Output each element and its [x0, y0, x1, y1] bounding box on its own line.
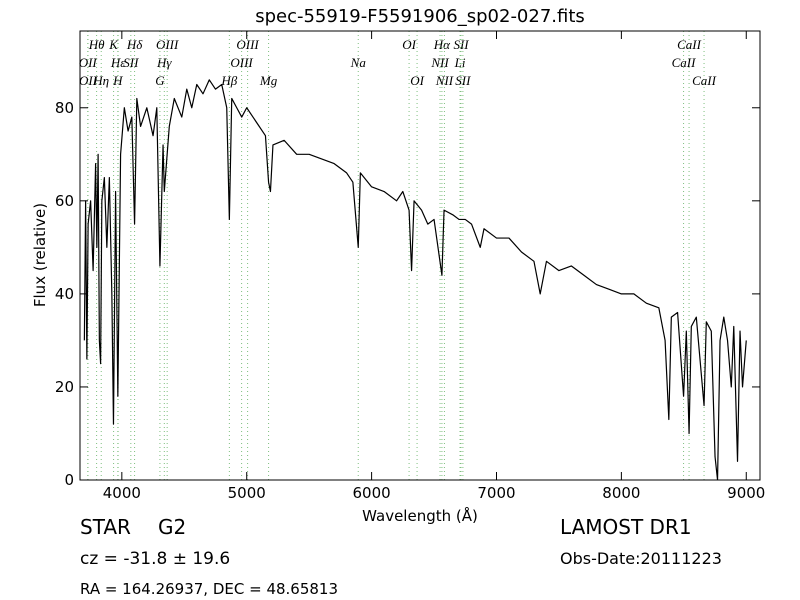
- spectral-line-label: Mg: [259, 73, 278, 88]
- subclass: G2: [158, 515, 186, 539]
- spectral-line-label: NII: [435, 73, 454, 88]
- spectral-line-label: CaII: [692, 73, 717, 88]
- x-tick-label: 4000: [103, 484, 141, 502]
- plot-frame: [79, 30, 761, 481]
- spectral-line-label: NII: [430, 55, 449, 70]
- spectral-line-label: H: [112, 73, 123, 88]
- y-axis-label: Flux (relative): [31, 203, 49, 307]
- x-tick-label: 6000: [353, 484, 391, 502]
- x-tick-label: 9000: [727, 484, 765, 502]
- coordinates: RA = 164.26937, DEC = 48.65813: [80, 580, 338, 598]
- spectral-line-label: CaII: [677, 37, 702, 52]
- spectral-line-label: Hη: [92, 73, 109, 88]
- spectral-line-label: SII: [453, 37, 469, 52]
- spectral-line-label: Hβ: [220, 73, 237, 88]
- y-tick-label: 80: [55, 99, 74, 117]
- spectral-line-label: G: [155, 73, 165, 88]
- spectral-line-label: Hδ: [126, 37, 143, 52]
- spectral-line-label: Na: [350, 55, 367, 70]
- spectral-line-label: OIII: [230, 55, 253, 70]
- x-axis-label: Wavelength (Å): [362, 506, 478, 525]
- y-tick-label: 60: [55, 192, 74, 210]
- y-tick-label: 20: [55, 378, 74, 396]
- object-class: STAR: [80, 515, 131, 539]
- spectral-line-label: OIII: [156, 37, 179, 52]
- spectral-line-label: OI: [410, 73, 424, 88]
- spectral-line-label: OI: [402, 37, 416, 52]
- spectral-line-label: OII: [79, 55, 98, 70]
- spectral-line-label: OIII: [236, 37, 259, 52]
- spectral-line-label: Hε: [110, 55, 126, 70]
- x-tick-label: 7000: [477, 484, 515, 502]
- redshift: cz = -31.8 ± 19.6: [80, 549, 230, 569]
- spectral-line-label: Li: [454, 55, 466, 70]
- spectral-line-label: SII: [123, 55, 139, 70]
- spectral-line-label: OII: [79, 73, 98, 88]
- survey: LAMOST DR1: [560, 515, 692, 539]
- x-tick-label: 5000: [228, 484, 266, 502]
- obs-date: Obs-Date:20111223: [560, 549, 722, 568]
- spectral-line-label: K: [108, 37, 119, 52]
- y-tick-label: 40: [55, 285, 74, 303]
- spectral-line-label: Hγ: [156, 55, 172, 70]
- spectral-line-label: SII: [455, 73, 471, 88]
- spectrum-line: [83, 79, 747, 480]
- spectral-line-label: Hα: [433, 37, 451, 52]
- spectral-line-label: CaII: [672, 55, 697, 70]
- chart-title: spec-55919-F5591906_sp02-027.fits: [255, 6, 585, 27]
- x-tick-label: 8000: [602, 484, 640, 502]
- y-tick-label: 0: [64, 471, 74, 489]
- spectral-line-label: Hθ: [88, 37, 105, 52]
